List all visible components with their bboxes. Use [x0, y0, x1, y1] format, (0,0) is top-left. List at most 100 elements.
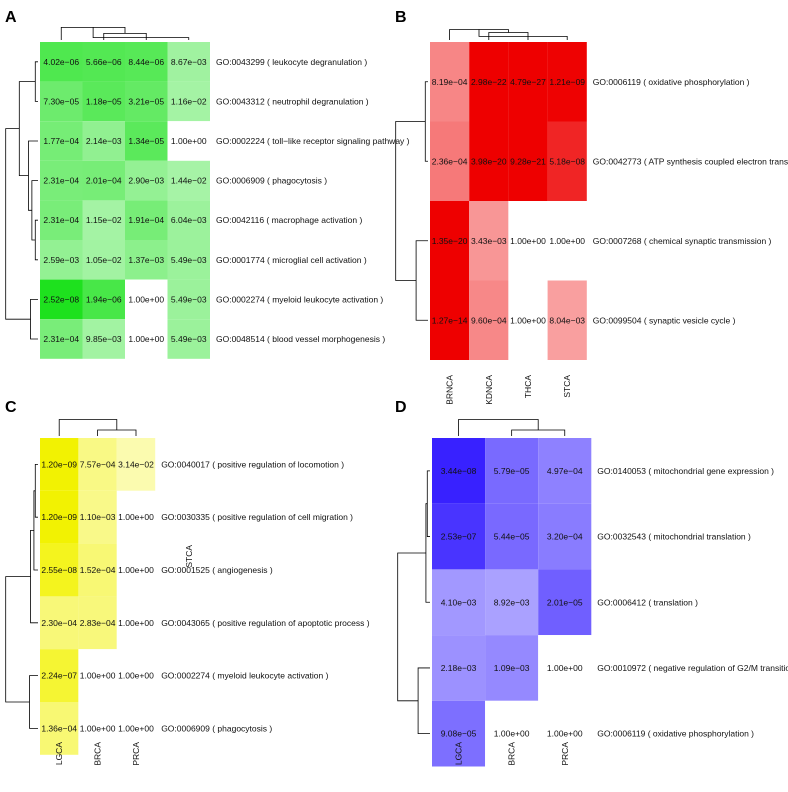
cell-value-label: 9.08e−05 — [441, 729, 477, 739]
cell-value-label: 8.92e−03 — [494, 597, 530, 607]
heatmap-cell — [432, 700, 486, 767]
heatmap-cell — [432, 635, 486, 701]
row-label: GO:0043065 ( positive regulation of apop… — [161, 618, 370, 628]
heatmap-cell — [508, 121, 548, 201]
cell-value-label: 2.52e−08 — [43, 294, 79, 304]
column-label: BRCA — [507, 742, 517, 766]
heatmap-cell — [78, 438, 117, 491]
heatmap-cell — [78, 702, 117, 755]
heatmap-panel-a: A 4.02e−06 5.66e−06 8.44e−06 8.67e−03 GO:0043… — [5, 9, 410, 575]
cell-value-label: 1.00e+00 — [547, 729, 583, 739]
cell-value-label: 5.49e−03 — [171, 294, 207, 304]
row-label: GO:0006119 ( oxidative phosphorylation ) — [597, 729, 754, 739]
heatmap-cell — [485, 503, 539, 570]
row-label: GO:0002274 ( myeloid leukocyte activatio… — [161, 671, 328, 681]
row-dendrogram-branch — [424, 81, 428, 162]
cell-value-label: 2.98e−22 — [471, 77, 507, 87]
row-dendrogram-branch — [417, 667, 430, 735]
column-label: THCA — [523, 375, 533, 398]
cell-value-label: 1.21e−09 — [549, 77, 585, 87]
heatmap-cell — [40, 490, 79, 544]
cell-value-label: 1.00e+00 — [118, 671, 154, 681]
heatmap-cell — [430, 121, 470, 201]
cell-value-label: 3.98e−20 — [471, 156, 507, 166]
cell-value-label: 5.66e−06 — [86, 57, 122, 67]
cell-value-label: 9.85e−03 — [86, 334, 122, 344]
cell-value-label: 5.49e−03 — [171, 334, 207, 344]
cell-value-label: 8.19e−04 — [432, 77, 468, 87]
row-dendrogram-branch — [415, 240, 428, 321]
cell-value-label: 2.83e−04 — [80, 618, 116, 628]
cell-value-label: 8.04e−03 — [549, 315, 585, 325]
heatmap-cell — [40, 121, 83, 161]
cell-value-label: 1.00e+00 — [128, 334, 164, 344]
heatmap-cell — [485, 635, 539, 701]
cell-value-label: 1.00e+00 — [118, 618, 154, 628]
column-label: LGCA — [454, 742, 464, 765]
row-dendrogram-branch — [425, 503, 430, 603]
cell-value-label: 7.57e−04 — [80, 459, 116, 469]
cell-value-label: 8.67e−03 — [171, 57, 207, 67]
heatmap-cell — [547, 42, 587, 122]
row-label: GO:0032543 ( mitochondrial translation ) — [597, 532, 751, 542]
heatmap-cell — [167, 42, 210, 82]
heatmap-panel-c: C1.20e−09 7.57e−04 3.14e−02 GO:0040017 ( po… — [5, 399, 370, 766]
heatmap-cell — [82, 121, 125, 161]
heatmap-cell — [469, 121, 509, 201]
heatmap-cell — [167, 121, 210, 161]
cell-value-label: 1.00e+00 — [128, 294, 164, 304]
heatmap-cell — [40, 543, 79, 597]
row-label: GO:0001525 ( angiogenesis ) — [161, 565, 273, 575]
cell-value-label: 3.44e−08 — [441, 466, 477, 476]
heatmap-cell — [508, 201, 548, 281]
cell-value-label: 1.00e+00 — [510, 315, 546, 325]
panel-letter: C — [5, 399, 17, 416]
heatmap-cell — [82, 279, 125, 320]
row-label: GO:0002224 ( toll−like receptor signalin… — [216, 136, 410, 146]
column-dendrogram-branch — [97, 429, 137, 436]
heatmap-cell — [125, 42, 168, 82]
cell-value-label: 4.97e−04 — [547, 466, 583, 476]
heatmap-cell — [82, 81, 125, 122]
column-dendrogram-branch — [103, 33, 147, 40]
row-dendrogram-branch — [28, 140, 38, 211]
heatmap-cell — [167, 240, 210, 280]
cell-value-label: 1.34e−05 — [128, 136, 164, 146]
heatmap-cell — [78, 490, 117, 544]
cell-value-label: 1.20e−09 — [41, 459, 77, 469]
column-label: PRCA — [560, 742, 570, 766]
cell-value-label: 2.90e−03 — [128, 176, 164, 186]
row-dendrogram-branch — [34, 61, 38, 102]
row-label: GO:0042773 ( ATP synthesis coupled elect… — [593, 156, 788, 166]
heatmap-cell — [116, 490, 156, 544]
cell-value-label: 7.30e−05 — [43, 96, 79, 106]
cell-value-label: 9.28e−21 — [510, 156, 546, 166]
heatmap-cell — [430, 42, 470, 122]
heatmap-cell — [485, 569, 539, 636]
heatmap-cell — [469, 201, 509, 281]
heatmap-cell — [40, 200, 83, 240]
cell-value-label: 2.01e−05 — [547, 597, 583, 607]
cell-value-label: 1.44e−02 — [171, 176, 207, 186]
row-label: GO:0002274 ( myeloid leukocyte activatio… — [216, 294, 383, 304]
heatmap-cell — [547, 201, 587, 281]
cell-value-label: 2.18e−03 — [441, 663, 477, 673]
cell-value-label: 6.04e−03 — [171, 215, 207, 225]
heatmap-panel-d: D 3.44e−08 5.79e−05 4.97e−04 GO:0140053 ( mi… — [395, 399, 788, 767]
column-label: BRNCA — [445, 375, 455, 405]
heatmap-cell — [167, 279, 210, 320]
cell-value-label: 3.14e−02 — [118, 459, 154, 469]
panel-letter: A — [5, 9, 17, 26]
heatmap-cell — [78, 596, 117, 650]
heatmap-cell — [538, 569, 592, 636]
cell-value-label: 2.59e−03 — [43, 255, 79, 265]
heatmap-cell — [116, 649, 156, 702]
heatmap-cell — [167, 200, 210, 240]
heatmap-cell — [508, 280, 548, 360]
heatmap-cell — [40, 279, 83, 320]
column-label: KDNCA — [484, 375, 494, 405]
cell-value-label: 1.00e+00 — [80, 671, 116, 681]
heatmap-cell — [82, 160, 125, 201]
heatmap-cell — [538, 635, 592, 701]
heatmap-cell — [125, 240, 168, 280]
